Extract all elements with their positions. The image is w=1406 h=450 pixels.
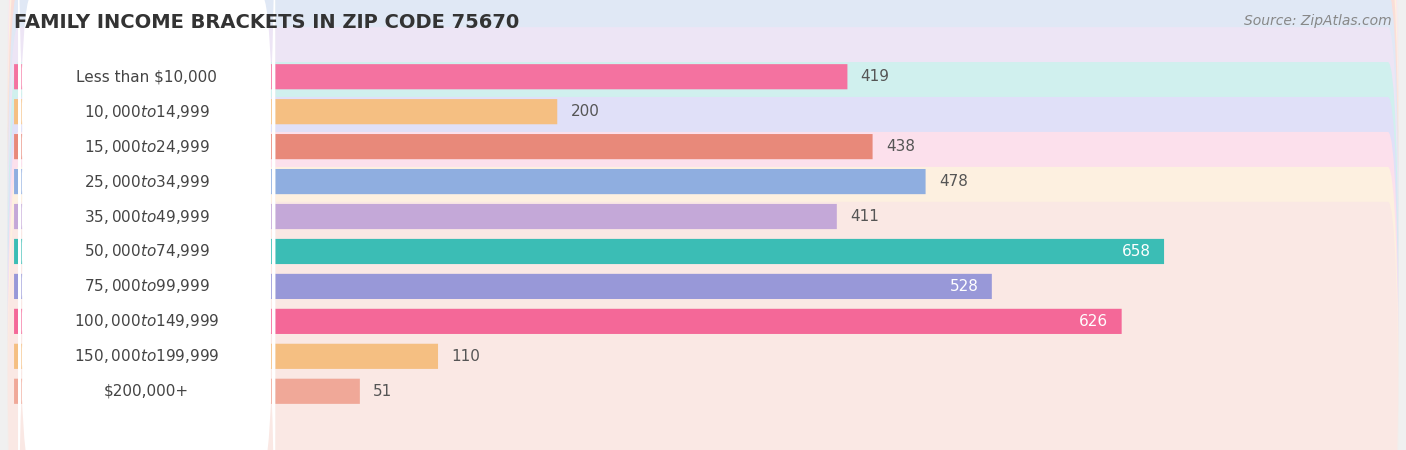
FancyBboxPatch shape (18, 0, 276, 450)
FancyBboxPatch shape (7, 0, 1399, 336)
FancyBboxPatch shape (7, 132, 1399, 450)
FancyBboxPatch shape (7, 97, 1399, 450)
FancyBboxPatch shape (14, 134, 873, 159)
Text: Less than $10,000: Less than $10,000 (76, 69, 217, 84)
FancyBboxPatch shape (14, 274, 991, 299)
Text: 658: 658 (1122, 244, 1152, 259)
Text: $150,000 to $199,999: $150,000 to $199,999 (75, 347, 219, 365)
Text: $35,000 to $49,999: $35,000 to $49,999 (83, 207, 209, 225)
FancyBboxPatch shape (14, 344, 439, 369)
FancyBboxPatch shape (7, 62, 1399, 441)
FancyBboxPatch shape (7, 0, 1399, 371)
FancyBboxPatch shape (14, 64, 848, 89)
Text: $15,000 to $24,999: $15,000 to $24,999 (83, 138, 209, 156)
Text: 528: 528 (949, 279, 979, 294)
Text: 200: 200 (571, 104, 599, 119)
Text: 110: 110 (451, 349, 479, 364)
FancyBboxPatch shape (18, 18, 276, 450)
Text: FAMILY INCOME BRACKETS IN ZIP CODE 75670: FAMILY INCOME BRACKETS IN ZIP CODE 75670 (14, 14, 519, 32)
FancyBboxPatch shape (18, 0, 276, 380)
FancyBboxPatch shape (18, 0, 276, 450)
Text: $10,000 to $14,999: $10,000 to $14,999 (83, 103, 209, 121)
FancyBboxPatch shape (14, 204, 837, 229)
FancyBboxPatch shape (18, 53, 276, 450)
Text: 419: 419 (860, 69, 890, 84)
Text: 478: 478 (939, 174, 967, 189)
FancyBboxPatch shape (7, 202, 1399, 450)
FancyBboxPatch shape (14, 169, 925, 194)
FancyBboxPatch shape (7, 0, 1399, 266)
FancyBboxPatch shape (14, 379, 360, 404)
FancyBboxPatch shape (7, 27, 1399, 406)
Text: 438: 438 (886, 139, 915, 154)
Text: $200,000+: $200,000+ (104, 384, 190, 399)
Text: $100,000 to $149,999: $100,000 to $149,999 (75, 312, 219, 330)
Text: $25,000 to $34,999: $25,000 to $34,999 (83, 172, 209, 190)
FancyBboxPatch shape (18, 0, 276, 450)
FancyBboxPatch shape (18, 88, 276, 450)
FancyBboxPatch shape (18, 0, 276, 415)
Text: 51: 51 (373, 384, 392, 399)
Text: $50,000 to $74,999: $50,000 to $74,999 (83, 243, 209, 261)
FancyBboxPatch shape (7, 0, 1399, 301)
Text: Source: ZipAtlas.com: Source: ZipAtlas.com (1244, 14, 1392, 27)
FancyBboxPatch shape (7, 167, 1399, 450)
FancyBboxPatch shape (18, 123, 276, 450)
FancyBboxPatch shape (14, 239, 1164, 264)
FancyBboxPatch shape (14, 99, 557, 124)
FancyBboxPatch shape (14, 309, 1122, 334)
Text: 626: 626 (1080, 314, 1108, 329)
Text: 411: 411 (851, 209, 879, 224)
FancyBboxPatch shape (18, 0, 276, 345)
Text: $75,000 to $99,999: $75,000 to $99,999 (83, 278, 209, 296)
